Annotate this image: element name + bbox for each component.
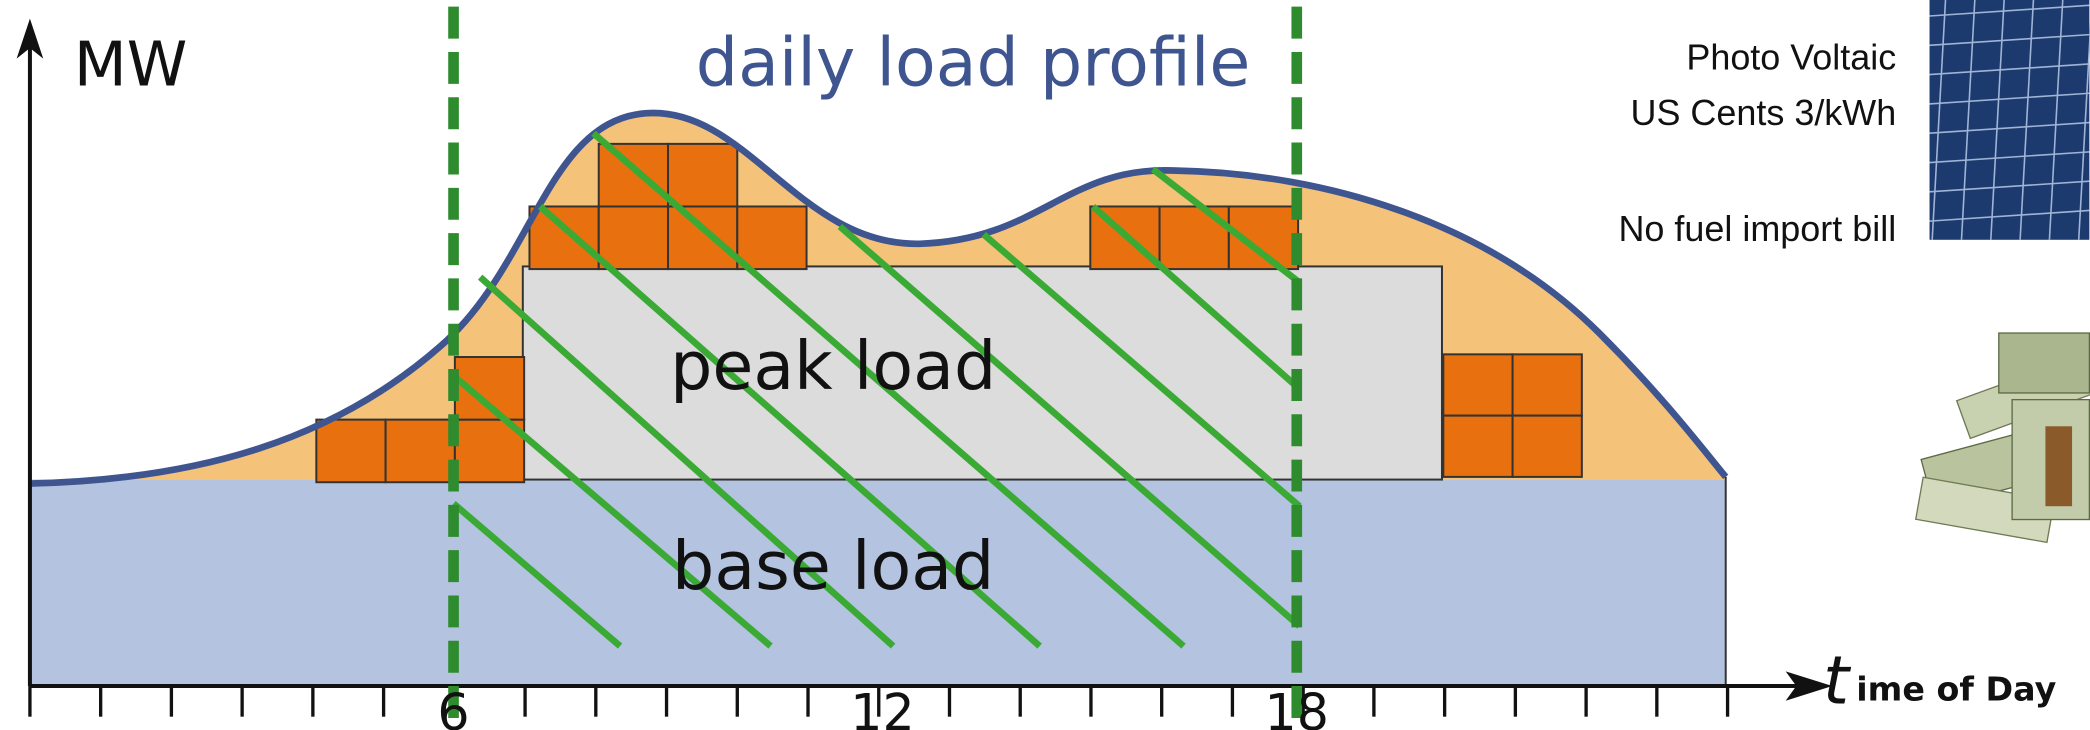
energy-block: [386, 420, 455, 483]
energy-block: [599, 144, 668, 207]
energy-block: [1443, 354, 1512, 415]
diagram: peak load base load 6 12 18 MW daily loa…: [0, 0, 2090, 730]
note: No fuel import bill: [1618, 208, 1896, 249]
base-label: base load: [672, 527, 994, 605]
energy-block: [316, 420, 385, 483]
page: peak load base load 6 12 18 MW daily loa…: [0, 0, 2090, 730]
peak-label: peak load: [670, 327, 996, 405]
note: Photo Voltaic: [1686, 36, 1896, 77]
energy-block: [737, 206, 806, 269]
energy-block: [668, 206, 737, 269]
x-axis-label: ime of Day: [1856, 670, 2056, 709]
note: US Cents 3/kWh: [1630, 92, 1896, 133]
energy-block: [668, 144, 737, 207]
title: daily load profile: [696, 23, 1251, 101]
solar-panel-image: [1930, 0, 2090, 240]
energy-block: [599, 206, 668, 269]
tick-label: 12: [850, 683, 914, 730]
money-image: [1916, 333, 2090, 542]
x-axis-label-initial: t: [1823, 641, 1852, 719]
tick-label: 18: [1265, 683, 1329, 730]
energy-block: [1513, 354, 1582, 415]
tick-label: 6: [437, 683, 469, 730]
y-axis-label: MW: [74, 29, 187, 100]
energy-block: [1443, 416, 1512, 477]
energy-block: [1513, 416, 1582, 477]
energy-block: [529, 206, 598, 269]
